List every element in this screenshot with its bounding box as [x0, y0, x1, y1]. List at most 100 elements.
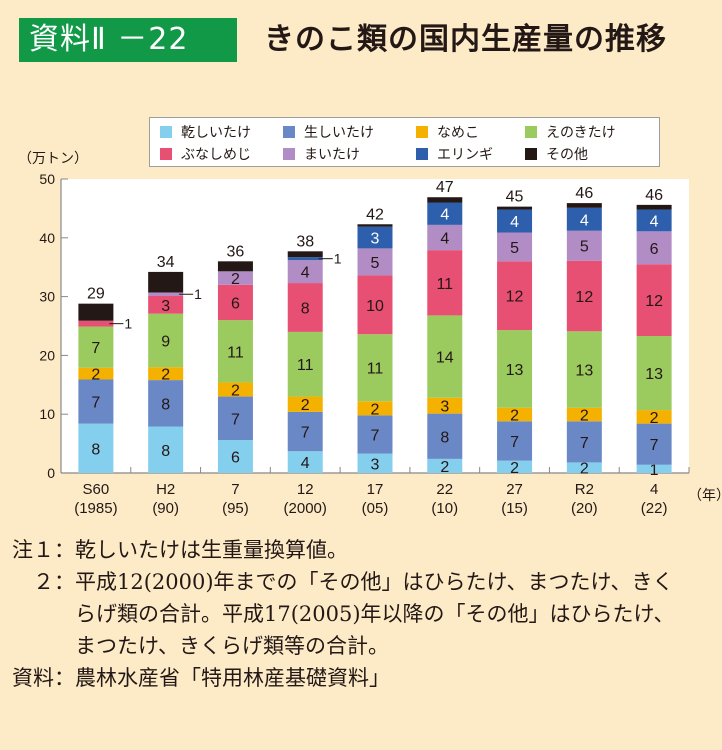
note-2-body: 平成12(2000)年までの「その他」はひらたけ、まつたけ、きくらげ類の合計。平…: [75, 570, 675, 658]
bar-segment: [357, 453, 393, 473]
legend-swatch: [416, 126, 428, 138]
bar-segment: [357, 334, 393, 402]
segment-value-label: 6: [650, 241, 659, 258]
segment-value-label: 9: [161, 333, 170, 350]
bar-segment: [497, 209, 533, 233]
bar-segment: [78, 379, 114, 424]
note-1-body: 乾しいたけは生重量換算値。: [75, 538, 348, 562]
legend-swatch: [283, 126, 295, 138]
segment-value-label: 2: [650, 410, 659, 427]
x-tick-label: 17: [367, 481, 384, 498]
bar-segment: [566, 421, 602, 463]
legend-swatch: [160, 126, 172, 138]
legend-item: えのきたけ: [525, 122, 616, 142]
note-1: 注１： 乾しいたけは生重量換算値。: [12, 534, 675, 566]
bar-segment: [497, 460, 533, 473]
bar-segment: [497, 407, 533, 422]
y-axis-unit-label: （万トン）: [18, 151, 88, 167]
bar-total-label: 45: [506, 189, 524, 206]
bar-segment: [427, 250, 463, 316]
segment-value-label: 6: [231, 295, 240, 312]
bar-segment: [566, 331, 602, 408]
bar-segment: [148, 367, 184, 381]
bar-segment: [287, 283, 323, 332]
callout-value-label: 1: [124, 316, 132, 332]
segment-value-label: 7: [580, 435, 589, 452]
bar-segment: [78, 326, 114, 368]
segment-value-label: 2: [91, 367, 100, 384]
segment-value-label: 8: [161, 443, 170, 460]
segment-value-label: 2: [580, 407, 589, 424]
legend-item: 生しいたけ: [283, 122, 374, 142]
legend-swatch: [160, 148, 172, 160]
legend: 乾しいたけ 生しいたけ なめこ えのきたけ ぶなしめじ まいたけ エリンギ その他: [149, 117, 660, 167]
legend-label: エリンギ: [437, 147, 493, 163]
segment-value-label: 4: [650, 213, 659, 230]
bar-segment: [427, 458, 463, 473]
x-tick-sublabel: (90): [152, 500, 179, 517]
segment-value-label: 7: [301, 425, 310, 442]
bar-segment: [78, 303, 114, 321]
bar-segment: [287, 260, 323, 284]
stacked-bar-chart: 010203040508727129S60(1985)88293134H2(90…: [39, 171, 690, 517]
x-tick-sublabel: (15): [501, 500, 528, 517]
segment-value-label: 5: [371, 255, 380, 272]
segment-value-label: 7: [650, 437, 659, 454]
legend-label: その他: [546, 147, 588, 163]
bar-segment: [357, 275, 393, 335]
segment-value-label: 12: [645, 293, 663, 310]
bar-segment: [357, 224, 393, 227]
bar-segment: [287, 251, 323, 258]
segment-value-label: 2: [231, 383, 240, 400]
bar-segment: [217, 271, 253, 285]
segment-value-label: 2: [580, 461, 589, 478]
source-body: 農林水産省「特用林産基礎資料」: [75, 666, 390, 690]
bar-total-label: 38: [296, 233, 314, 250]
bar-segment: [217, 440, 253, 473]
legend-item: 乾しいたけ: [160, 122, 251, 142]
x-tick-sublabel: (22): [641, 500, 668, 517]
bar-segment: [566, 203, 602, 208]
segment-value-label: 2: [161, 367, 170, 384]
bar-segment: [636, 204, 672, 210]
bar-segment: [357, 248, 393, 276]
x-tick-sublabel: (1985): [74, 500, 117, 517]
legend-label: ぶなしめじ: [181, 147, 251, 163]
segment-value-label: 4: [440, 207, 449, 224]
bar-segment: [148, 426, 184, 473]
bar-segment: [217, 261, 253, 272]
bar-segment: [78, 367, 114, 380]
bar-total-label: 34: [157, 254, 175, 271]
segment-value-label: 4: [440, 231, 449, 248]
bar-segment: [636, 264, 672, 336]
segment-value-label: 7: [91, 340, 100, 357]
source-head: 資料：: [12, 666, 75, 690]
bar-segment: [217, 382, 253, 397]
segment-value-label: 3: [161, 298, 170, 315]
segment-value-label: 4: [580, 212, 589, 229]
segment-value-label: 13: [645, 366, 663, 383]
bar-segment: [636, 410, 672, 424]
bar-segment: [287, 411, 323, 452]
segment-value-label: 5: [580, 239, 589, 256]
segment-value-label: 5: [510, 240, 519, 257]
bar-segment: [636, 335, 672, 411]
bar-segment: [78, 423, 114, 473]
segment-value-label: 7: [371, 427, 380, 444]
bar-segment: [357, 415, 393, 454]
legend-label: えのきたけ: [546, 125, 616, 141]
x-axis-unit-label: （年）: [688, 488, 722, 504]
segment-value-label: 1: [650, 462, 659, 479]
bar-segment: [566, 407, 602, 422]
note-1-head: 注１：: [12, 538, 75, 562]
bar-segment: [148, 271, 184, 293]
segment-value-label: 12: [506, 289, 524, 306]
segment-value-label: 2: [301, 397, 310, 414]
legend-swatch: [416, 148, 428, 160]
legend-label: 生しいたけ: [304, 125, 374, 141]
bar-segment: [357, 226, 393, 249]
segment-value-label: 2: [510, 407, 519, 424]
bar-segment: [148, 380, 184, 427]
segment-value-label: 10: [366, 298, 384, 315]
figure-number-badge: 資料Ⅱ －22: [19, 18, 237, 62]
